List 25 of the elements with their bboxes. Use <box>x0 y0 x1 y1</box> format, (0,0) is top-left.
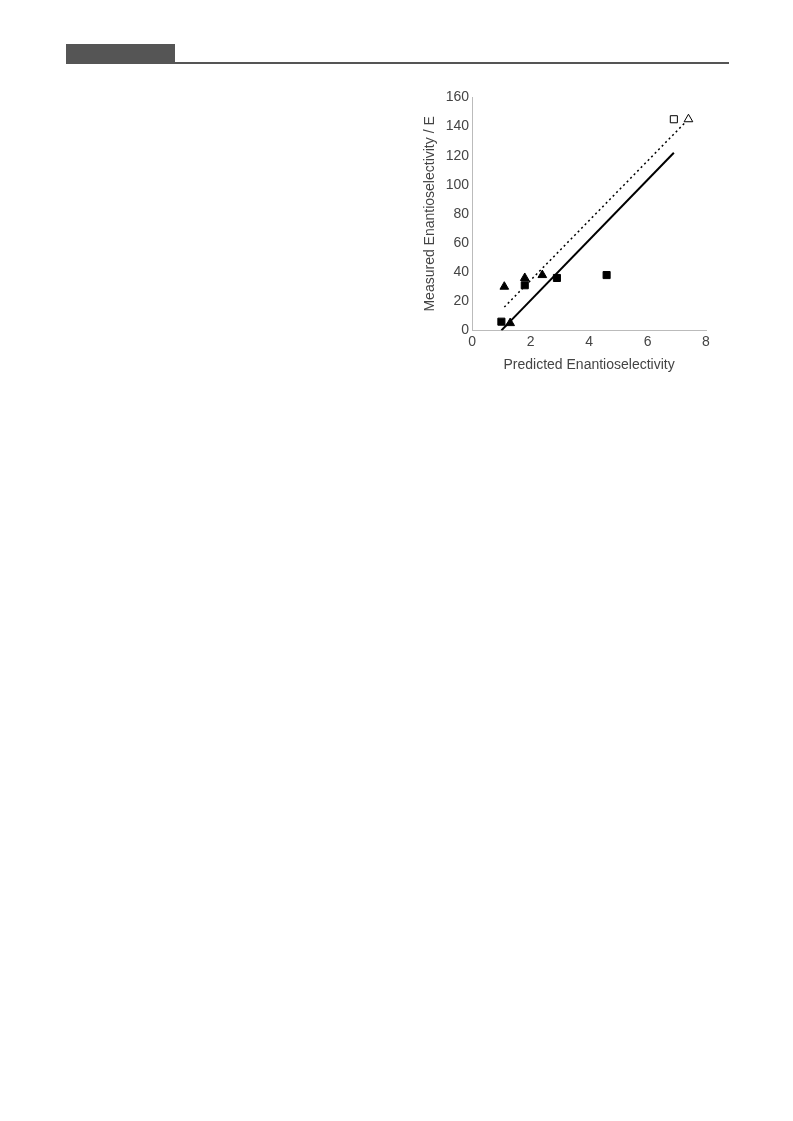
y-tick-label: 140 <box>445 117 470 134</box>
point <box>499 281 510 290</box>
y-axis-title: Measured Enantioselectivity / E <box>421 116 438 312</box>
y-tick-label: 100 <box>445 175 470 192</box>
x-tick-label: 4 <box>585 332 594 349</box>
x-tick-label: 6 <box>643 332 652 349</box>
x-axis-title: Predicted Enantioselectivity <box>503 356 675 373</box>
point <box>683 113 694 123</box>
y-tick-label: 160 <box>445 88 470 105</box>
point <box>505 317 515 327</box>
point <box>537 269 548 279</box>
point <box>497 317 506 326</box>
point <box>669 115 678 124</box>
y-tick-label: 80 <box>453 204 470 221</box>
y-tick-label: 40 <box>453 263 470 280</box>
y-tick-label: 20 <box>453 292 470 309</box>
y-tick-label: 0 <box>461 321 470 338</box>
x-tick-label: 2 <box>526 332 535 349</box>
y-tick-label: 120 <box>445 146 470 163</box>
point <box>552 273 561 283</box>
point <box>520 281 529 290</box>
point <box>602 271 611 280</box>
point <box>519 272 530 281</box>
x-tick-label: 8 <box>702 332 711 349</box>
y-tick-label: 60 <box>453 233 470 250</box>
